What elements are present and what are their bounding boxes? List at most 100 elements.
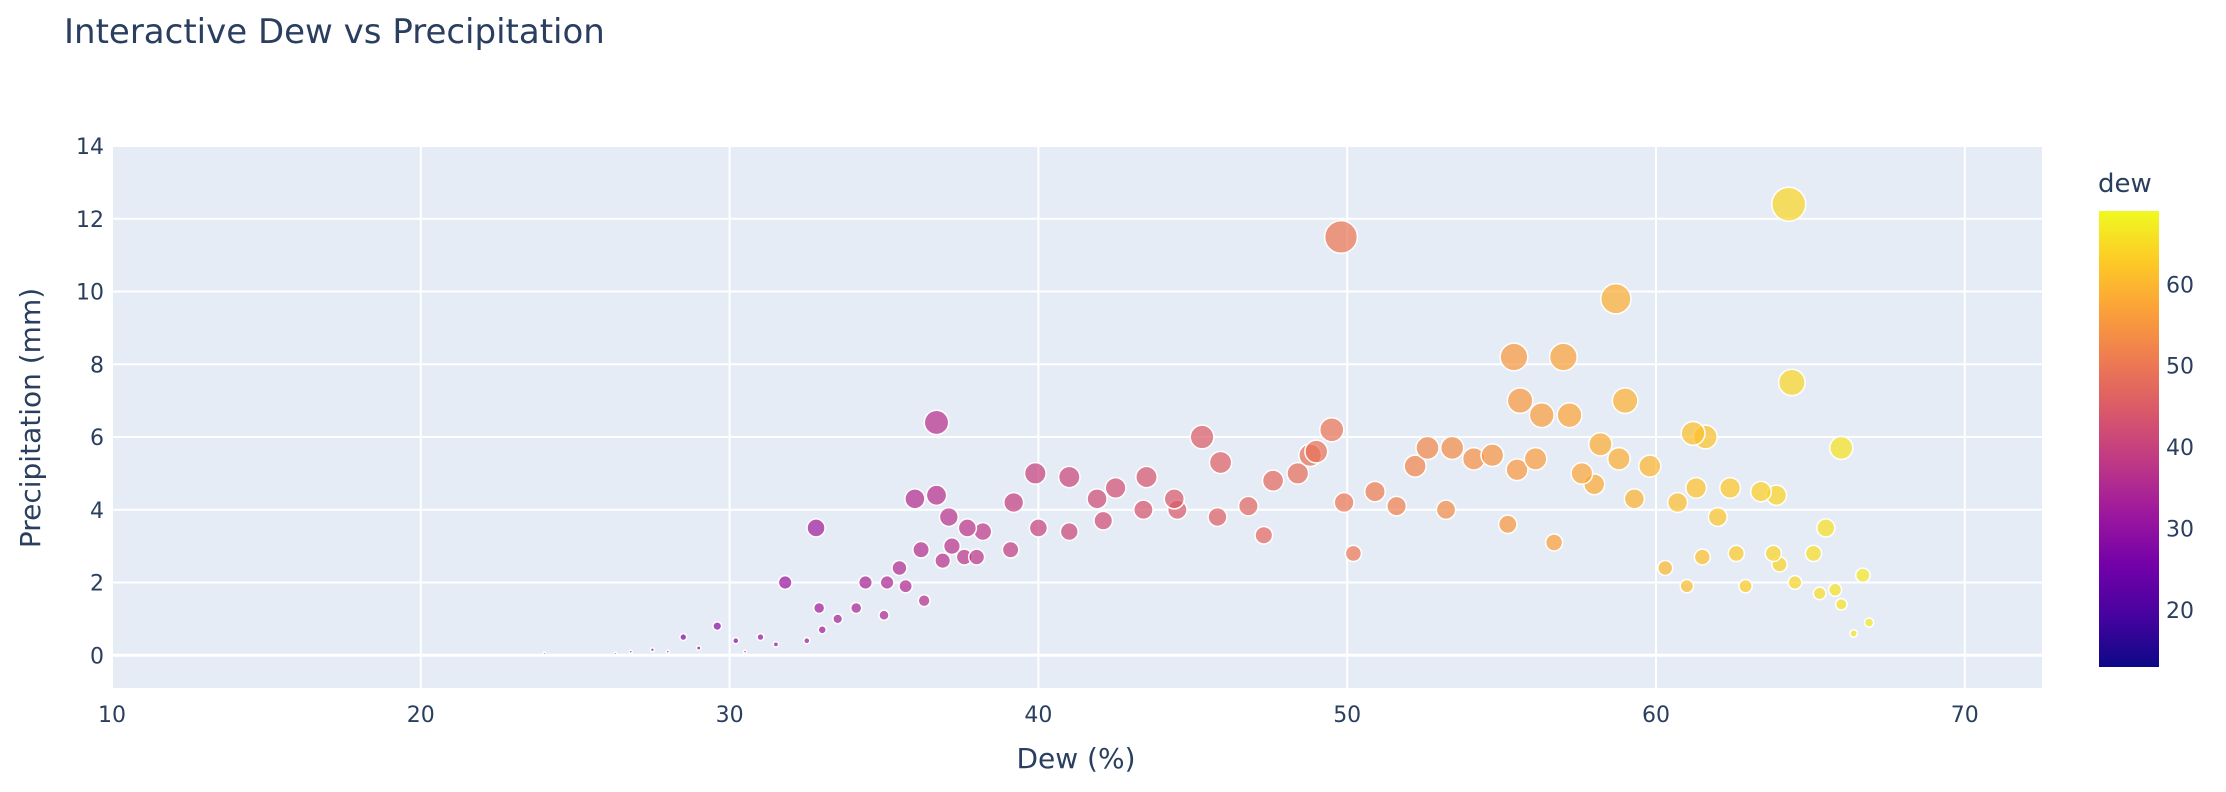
scatter-point[interactable]	[1254, 525, 1274, 545]
scatter-point[interactable]	[1415, 435, 1440, 461]
scatter-point[interactable]	[1727, 544, 1746, 563]
scatter-point[interactable]	[731, 636, 740, 645]
scatter-point[interactable]	[542, 651, 547, 656]
scatter-point[interactable]	[1163, 488, 1186, 510]
scatter-point[interactable]	[942, 537, 962, 556]
scatter-point[interactable]	[1544, 533, 1564, 552]
scatter-point[interactable]	[1777, 368, 1806, 397]
scatter-point[interactable]	[1523, 446, 1548, 471]
scatter-point[interactable]	[1750, 480, 1772, 503]
scatter-point[interactable]	[1611, 387, 1639, 415]
scatter-point[interactable]	[1685, 476, 1708, 500]
scatter-point[interactable]	[1707, 506, 1728, 528]
scatter-point[interactable]	[1497, 514, 1518, 535]
scatter-point[interactable]	[817, 625, 828, 635]
scatter-point[interactable]	[1719, 476, 1742, 500]
scatter-point[interactable]	[1556, 402, 1583, 429]
scatter-point[interactable]	[1657, 559, 1674, 577]
scatter-point[interactable]	[679, 632, 688, 642]
scatter-point[interactable]	[1528, 402, 1555, 429]
scatter-point[interactable]	[1344, 544, 1363, 563]
scatter-point[interactable]	[898, 578, 914, 594]
scatter-point[interactable]	[957, 518, 978, 538]
scatter-point[interactable]	[1207, 506, 1228, 528]
scatter-point[interactable]	[1771, 186, 1807, 222]
scatter-point[interactable]	[1834, 597, 1848, 611]
scatter-point[interactable]	[912, 540, 931, 559]
scatter-point[interactable]	[904, 488, 926, 510]
scatter-point[interactable]	[878, 609, 890, 622]
scatter-point[interactable]	[1323, 219, 1359, 255]
scatter-point[interactable]	[879, 574, 895, 591]
scatter-point[interactable]	[1001, 540, 1020, 559]
scatter-point[interactable]	[1003, 491, 1025, 514]
scatter-point[interactable]	[1623, 488, 1646, 510]
scatter-point[interactable]	[1023, 461, 1047, 485]
scatter-point[interactable]	[849, 601, 863, 615]
scatter-point[interactable]	[777, 574, 793, 591]
scatter-point[interactable]	[1386, 495, 1408, 517]
scatter-point[interactable]	[1480, 443, 1505, 468]
scatter-point[interactable]	[967, 548, 986, 566]
scatter-point[interactable]	[1435, 499, 1457, 521]
scatter-point[interactable]	[938, 506, 960, 528]
scatter-point[interactable]	[1028, 518, 1049, 538]
scatter-point[interactable]	[1132, 499, 1154, 521]
scatter-point[interactable]	[1304, 439, 1329, 464]
scatter-point[interactable]	[1606, 446, 1631, 471]
scatter-point[interactable]	[1104, 476, 1127, 500]
scatter-point[interactable]	[1693, 548, 1712, 566]
scatter-point[interactable]	[1499, 342, 1529, 372]
scatter-point[interactable]	[1599, 282, 1632, 315]
scatter-point[interactable]	[832, 613, 844, 625]
scatter-point[interactable]	[1638, 454, 1662, 478]
scatter-point[interactable]	[756, 632, 765, 642]
scatter-point[interactable]	[1827, 582, 1843, 598]
scatter-point[interactable]	[1548, 342, 1578, 372]
scatter-point[interactable]	[1588, 431, 1613, 457]
scatter-point[interactable]	[802, 636, 811, 645]
scatter-point[interactable]	[1506, 387, 1534, 415]
scatter-point[interactable]	[806, 518, 826, 538]
scatter-point[interactable]	[1679, 578, 1695, 594]
scatter-point[interactable]	[923, 409, 950, 436]
scatter-point[interactable]	[1059, 521, 1079, 542]
scatter-point[interactable]	[1680, 420, 1706, 447]
scatter-point[interactable]	[1318, 416, 1345, 443]
scatter-point[interactable]	[1093, 510, 1114, 531]
scatter-point[interactable]	[891, 559, 908, 577]
scatter-point[interactable]	[1208, 450, 1233, 475]
scatter-point[interactable]	[772, 640, 780, 648]
scatter-point[interactable]	[1286, 461, 1310, 485]
scatter-point[interactable]	[695, 645, 702, 651]
scatter-point[interactable]	[613, 651, 618, 656]
scatter-point[interactable]	[1403, 454, 1427, 478]
scatter-point[interactable]	[649, 647, 656, 653]
scatter-point[interactable]	[1764, 544, 1783, 563]
scatter-point[interactable]	[1812, 586, 1827, 601]
scatter-point[interactable]	[1364, 480, 1386, 503]
scatter-point[interactable]	[1439, 435, 1465, 461]
scatter-point[interactable]	[1854, 567, 1871, 584]
scatter-point[interactable]	[1505, 458, 1529, 482]
scatter-point[interactable]	[1189, 424, 1215, 450]
scatter-point[interactable]	[665, 649, 671, 654]
scatter-point[interactable]	[1849, 628, 1859, 638]
scatter-point[interactable]	[742, 649, 748, 654]
scatter-point[interactable]	[1057, 465, 1081, 489]
scatter-point[interactable]	[812, 601, 826, 615]
scatter-point[interactable]	[934, 552, 952, 570]
scatter-point[interactable]	[1570, 461, 1594, 485]
scatter-point[interactable]	[857, 574, 874, 591]
scatter-point[interactable]	[917, 594, 931, 608]
scatter-point[interactable]	[1804, 544, 1823, 563]
scatter-point[interactable]	[1086, 488, 1108, 510]
scatter-point[interactable]	[1135, 465, 1158, 489]
scatter-point[interactable]	[1333, 491, 1355, 514]
scatter-point[interactable]	[1863, 617, 1875, 628]
scatter-point[interactable]	[1738, 578, 1753, 594]
scatter-point[interactable]	[1816, 518, 1836, 538]
scatter-point[interactable]	[925, 484, 948, 507]
scatter-point[interactable]	[1666, 491, 1689, 514]
scatter-point[interactable]	[1237, 495, 1259, 517]
